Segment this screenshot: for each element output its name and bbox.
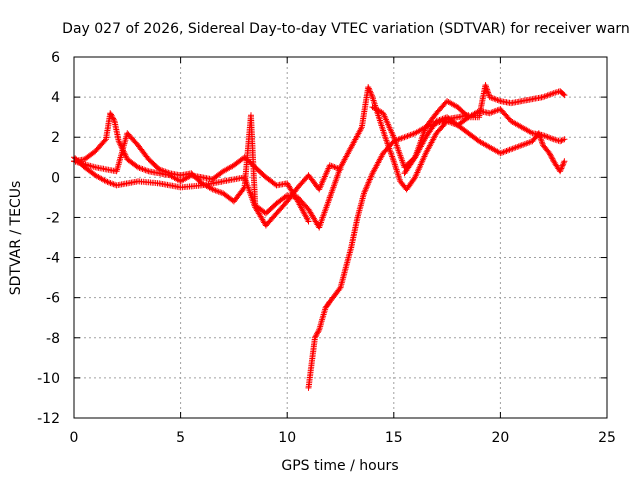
series-track-4 — [305, 112, 472, 391]
y-tick-label: -8 — [46, 331, 60, 347]
plot-frame — [73, 56, 608, 419]
x-tick-label: 0 — [70, 430, 79, 446]
series-markers — [401, 114, 568, 177]
series-track-2 — [71, 112, 333, 231]
y-tick-label: -12 — [37, 411, 60, 427]
y-tick-label: -6 — [46, 291, 60, 307]
series-line — [73, 156, 341, 227]
y-tick-label: 6 — [51, 50, 60, 66]
y-tick-label: 4 — [51, 90, 60, 106]
y-tick-label: 2 — [51, 130, 60, 146]
series-markers — [305, 112, 472, 391]
chart-title: Day 027 of 2026, Sidereal Day-to-day VTE… — [62, 21, 630, 37]
series-group — [71, 82, 568, 391]
y-tick-label: 0 — [51, 170, 60, 186]
series-track-5 — [326, 84, 568, 201]
series-line — [307, 114, 469, 388]
x-tick-label: 5 — [176, 430, 185, 446]
x-tick-label: 10 — [278, 430, 296, 446]
x-tick-label: 25 — [598, 430, 616, 446]
series-track-6 — [369, 82, 568, 171]
ticks: 0 5 10 15 20 25 -12 -10 -8 -6 -4 -2 0 2 4 6 — [37, 50, 616, 446]
y-tick-label: -10 — [37, 371, 60, 387]
y-tick-label: -4 — [46, 251, 60, 267]
series-track-7 — [401, 114, 568, 177]
x-axis-label: GPS time / hours — [281, 458, 398, 474]
series-track-3 — [71, 154, 344, 229]
x-tick-label: 20 — [491, 430, 509, 446]
x-tick-label: 15 — [385, 430, 403, 446]
y-axis-label: SDTVAR / TECUs — [8, 181, 24, 296]
grid — [74, 57, 607, 418]
series-markers — [369, 82, 568, 171]
series-markers — [71, 112, 333, 231]
y-tick-label: -2 — [46, 210, 60, 226]
series-markers — [71, 154, 344, 229]
